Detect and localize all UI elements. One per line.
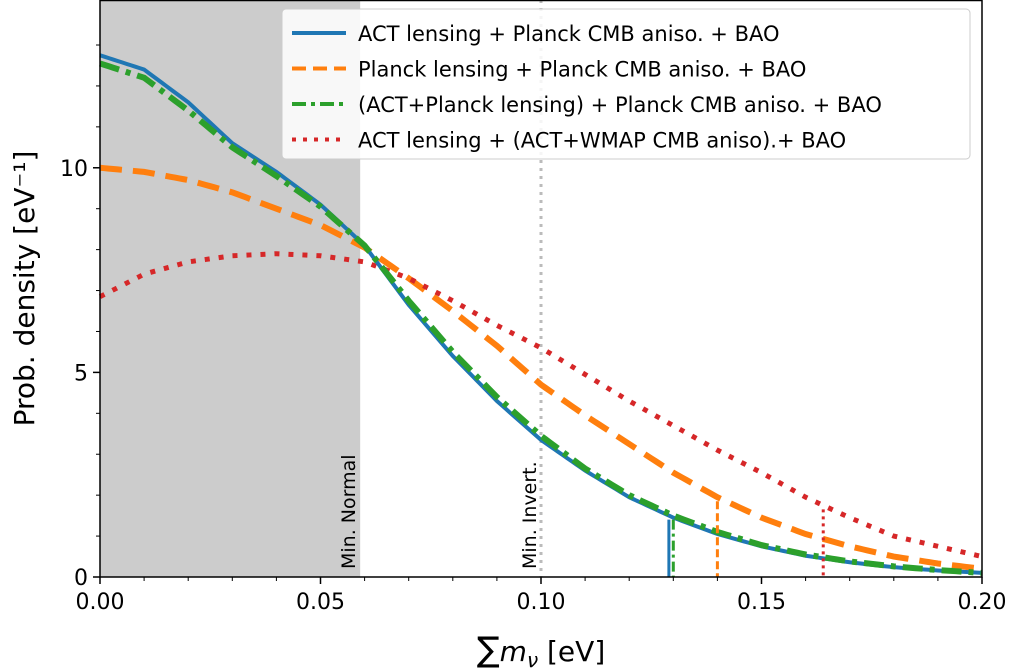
y-tick-label-2: 5 (74, 361, 88, 386)
reference-line-label-2: Min. Invert. (519, 461, 541, 569)
legend: ACT lensing + Planck CMB aniso. + BAO Pla… (281, 8, 971, 160)
x-axis-label-m: m (500, 635, 527, 668)
legend-label-3: (ACT+Planck lensing) + Planck CMB aniso.… (358, 93, 882, 117)
x-axis-label-sub: ν (527, 648, 538, 671)
series-line-3 (99, 60, 983, 576)
x-axis-label: ∑mν [eV] (477, 630, 606, 671)
reference-line-label-1: Min. Normal (338, 454, 360, 569)
x-tick-label-4: 0.15 (737, 590, 786, 615)
x-axis-label-unit: [eV] (538, 635, 605, 668)
axis-labels-layer: Prob. density [eV⁻¹] ∑mν [eV] (8, 151, 605, 671)
legend-box (281, 8, 971, 160)
legend-label-4: ACT lensing + (ACT+WMAP CMB aniso).+ BAO (358, 129, 846, 153)
y-tick-label-3: 10 (60, 157, 88, 182)
series-line-4 (98, 251, 983, 559)
y-tick-label-1: 0 (74, 566, 88, 591)
x-tick-label-3: 0.10 (517, 590, 566, 615)
x-tick-label-5: 0.20 (958, 590, 1007, 615)
y-axis-label: Prob. density [eV⁻¹] (8, 151, 41, 427)
x-tick-label-1: 0.00 (76, 590, 125, 615)
bound-markers-layer (667, 501, 825, 577)
legend-label-1: ACT lensing + Planck CMB aniso. + BAO (358, 22, 780, 46)
x-tick-label-2: 0.05 (296, 590, 345, 615)
x-axis-label-sum: ∑ (477, 630, 500, 670)
legend-label-2: Planck lensing + Planck CMB aniso. + BAO (358, 58, 806, 82)
series-line-2 (99, 164, 983, 572)
series-layer (98, 53, 983, 576)
axes-layer: 0.00 0.05 0.10 0.15 0.20 0 5 10 (60, 0, 1007, 615)
